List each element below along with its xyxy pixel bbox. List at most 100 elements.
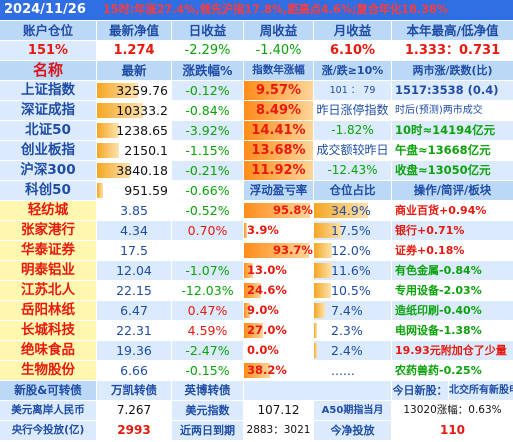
label-name: 名称	[0, 61, 96, 80]
holding-pnl: 9.0%	[244, 301, 313, 320]
index-last-bar	[97, 163, 131, 178]
index-last-value: 3259.76	[116, 83, 168, 98]
label-dxy: 美元指数	[172, 401, 243, 420]
index-change: -0.66%	[185, 183, 230, 198]
label-net: 今净投放	[314, 421, 391, 440]
holding-weight-bar	[314, 223, 342, 238]
index-year-change: 9.57%	[244, 81, 313, 100]
holding-pnl-value: 93.7%	[273, 243, 313, 257]
holding-pnl-bar	[244, 363, 271, 378]
label-year-range: 本年最高/低净值	[392, 21, 513, 40]
label-maturing: 近两日到期	[172, 421, 243, 440]
holding-name[interactable]: 岳阳林纸	[0, 301, 96, 320]
holding-pnl-value: 13.0%	[247, 263, 287, 277]
holding-weight-value: 2.3%	[331, 323, 363, 338]
index-name[interactable]: 科创50	[0, 181, 96, 200]
index-last-value: 1238.65	[116, 123, 168, 138]
holding-change	[172, 241, 243, 260]
index-year-change: 13.68%	[244, 141, 313, 160]
value-year-range: 1.333：0.731	[404, 43, 501, 58]
index-last-value: 10333.2	[116, 103, 168, 118]
index-name[interactable]: 上证指数	[0, 81, 96, 100]
holding-pnl-bar	[244, 303, 251, 318]
index-name[interactable]: 深证成指	[0, 101, 96, 120]
holding-name[interactable]: 江苏北人	[0, 281, 96, 300]
bond-2[interactable]: 英博转债	[172, 381, 243, 400]
holding-pnl-bar	[244, 223, 247, 238]
holding-name[interactable]: 张家港行	[0, 221, 96, 240]
value-position: 151%	[0, 41, 96, 60]
label-monthly: 月收益	[314, 21, 391, 40]
holding-name[interactable]: 生物股份	[0, 361, 96, 380]
index-col6: 时后(预测)两市成交	[395, 105, 483, 116]
value-weekly: -1.40%	[255, 43, 302, 58]
holding-pnl: 95.8%	[244, 201, 313, 220]
index-col5: 昨日涨停指数	[316, 103, 389, 117]
value-daily: -2.29%	[184, 43, 231, 58]
index-last-bar	[97, 143, 120, 158]
index-last: 1238.65	[97, 121, 171, 140]
holding-pnl: 13.0%	[244, 261, 313, 280]
holding-pnl-value: 38.2%	[247, 363, 287, 377]
value-usdcnh: 7.267	[116, 403, 152, 417]
index-col6: 收盘≈13050亿元	[392, 161, 513, 180]
holding-pnl-value: 27.0%	[247, 323, 287, 337]
index-col6: 午盘≈13668亿元	[395, 143, 491, 157]
index-name[interactable]: 创业板指	[0, 141, 96, 160]
index-last-bar	[97, 183, 103, 198]
label-today-ipo: 今日新股：	[392, 381, 448, 400]
holding-weight-bar	[314, 303, 325, 318]
today-ipo-note: 北交所有新股申购	[449, 381, 513, 400]
holding-weight: ......	[314, 361, 391, 380]
index-col5: -1.82%	[314, 121, 391, 140]
value-monthly: 6.10%	[329, 43, 376, 58]
holding-pnl-bar	[244, 283, 262, 298]
holding-price: 22.15	[116, 283, 152, 298]
bond-3	[244, 381, 391, 400]
label-last: 最新	[97, 61, 171, 80]
index-last-bar	[97, 103, 143, 118]
holding-name[interactable]: 绝味食品	[0, 341, 96, 360]
holding-name[interactable]: 轻纺城	[0, 201, 96, 220]
index-col6: 1517:3538 (0.4)	[392, 81, 513, 100]
label-year-change: 指数年涨幅	[244, 61, 313, 80]
label-usdcnh: 美元离岸人民币	[0, 401, 96, 420]
holding-pnl: 0.0%	[244, 341, 313, 360]
holding-note: 专用设备-2.03%	[395, 284, 482, 297]
value-pboc: 2993	[117, 423, 151, 437]
holding-change: -0.15%	[185, 363, 230, 378]
holding-pnl-bar	[244, 243, 309, 258]
holding-weight-value: ......	[331, 363, 355, 378]
holding-price: 19.36	[97, 341, 171, 360]
holding-weight-value: 34.9%	[331, 203, 371, 218]
holding-name[interactable]: 华泰证券	[0, 241, 96, 260]
holding-price: 6.66	[120, 363, 148, 378]
holding-pnl: 24.6%	[244, 281, 313, 300]
label-weight: 仓位占比	[314, 181, 391, 200]
index-col5: 101 ： 79	[314, 81, 391, 100]
label-pboc: 央行今投放(亿)	[0, 421, 96, 440]
index-year-change: 8.49%	[244, 101, 313, 120]
value-a50: 13020涨幅：0.63%	[403, 404, 502, 416]
value-nav: 1.274	[113, 43, 155, 58]
label-daily: 日收益	[172, 21, 243, 40]
holding-weight-value: 2.4%	[331, 343, 363, 358]
holding-note: 19.93元附加仓了少量	[392, 341, 513, 360]
index-last-value: 951.59	[124, 183, 168, 198]
holding-weight: 7.4%	[314, 301, 391, 320]
holding-pnl-value: 0.0%	[247, 343, 279, 357]
index-name[interactable]: 沪深300	[0, 161, 96, 180]
holding-change: 4.59%	[187, 323, 228, 338]
holding-change: -0.52%	[185, 203, 230, 218]
label-nav: 最新净值	[97, 21, 171, 40]
holding-weight: 10.5%	[314, 281, 391, 300]
holding-pnl: 38.2%	[244, 361, 313, 380]
holding-name[interactable]: 明泰铝业	[0, 261, 96, 280]
holding-pnl-bar	[244, 263, 253, 278]
index-last-value: 3840.18	[116, 163, 168, 178]
bond-1[interactable]: 万凯转债	[97, 381, 171, 400]
holding-name[interactable]: 长城科技	[0, 321, 96, 340]
index-name[interactable]: 北证50	[0, 121, 96, 140]
title-bar: 2024/11/26 15时:年涨27.4%,领先沪指17.8%,距高点4.6%…	[0, 0, 513, 20]
